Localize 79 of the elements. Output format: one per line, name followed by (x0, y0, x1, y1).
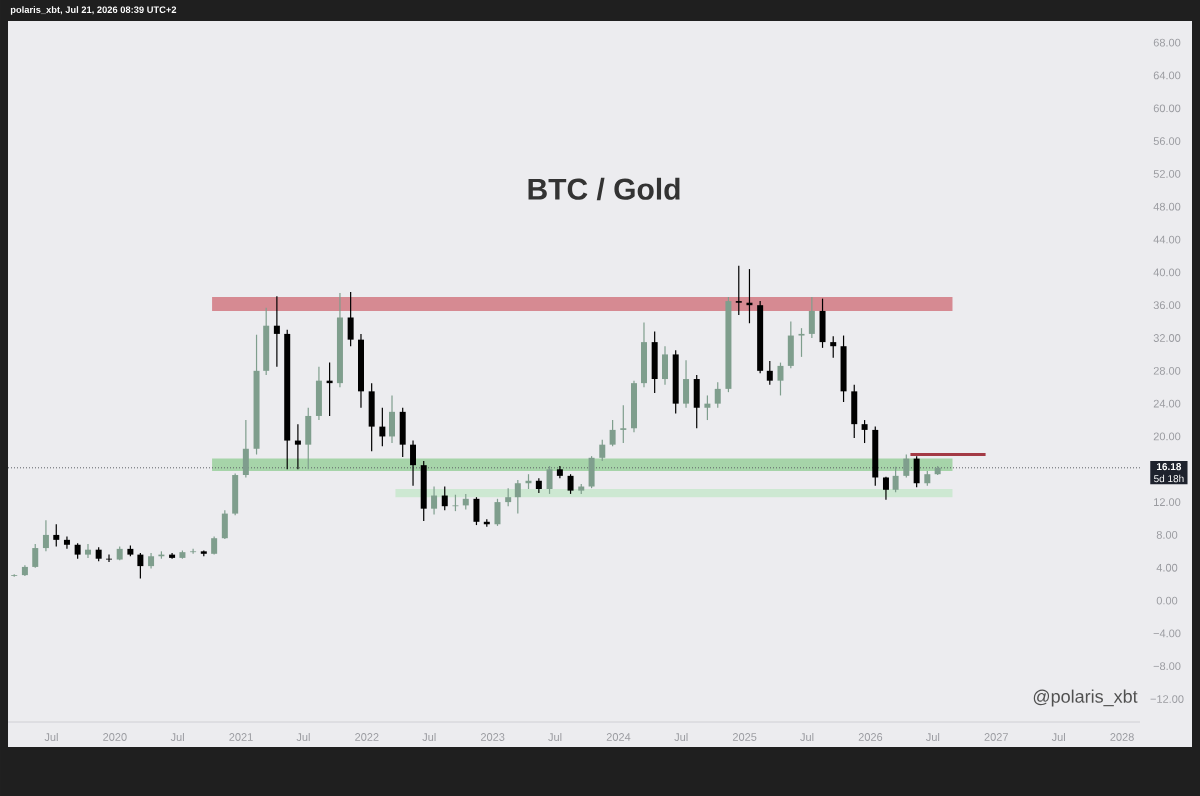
candlestick (42, 519, 49, 552)
candlestick (567, 473, 574, 495)
candlestick (609, 419, 616, 447)
candlestick (63, 535, 70, 550)
y-tick-label: 60.00 (1153, 104, 1181, 113)
candlestick (53, 523, 60, 548)
candlestick (473, 496, 480, 526)
x-tick-label: Jul (548, 732, 562, 742)
candlestick (892, 466, 899, 493)
text: 5d 18h (1154, 474, 1184, 483)
x-tick-label: 2025 (732, 733, 757, 741)
candlestick (431, 485, 438, 516)
x-tick-label: Jul (296, 732, 310, 742)
candlestick (347, 291, 354, 347)
candlestick (379, 407, 386, 447)
x-tick-label: 2020 (103, 733, 127, 741)
candlestick (505, 487, 512, 507)
candlestick (514, 479, 521, 515)
x-tick-label: Jul (674, 732, 688, 742)
candlestick (861, 419, 868, 444)
candlestick (211, 535, 218, 556)
x-tick-label: Jul (925, 732, 940, 742)
text: polaris_xbt, Jul 21, 2026 08:39 UTC+2 (10, 6, 177, 15)
candlestick (273, 295, 280, 368)
y-tick-label: 56.00 (1153, 137, 1181, 145)
y-tick-label: 24.00 (1153, 399, 1181, 408)
candlestick (777, 362, 784, 397)
x-tick-label: 2023 (480, 733, 505, 741)
candlestick (190, 548, 197, 555)
candlestick (546, 465, 553, 495)
candlestick (735, 265, 742, 316)
x-tick-label: 2028 (1110, 733, 1134, 741)
candlestick (903, 453, 910, 479)
y-tick-label: 20.00 (1153, 432, 1181, 441)
x-tick-label: Jul (422, 732, 436, 742)
x-tick-label: 2021 (229, 733, 253, 741)
y-tick-label: 12.00 (1154, 498, 1181, 506)
candlestick (830, 335, 837, 359)
candlestick (294, 423, 301, 470)
candlestick (766, 360, 773, 386)
candlestick (714, 381, 721, 409)
candlestick (106, 554, 113, 563)
y-tick-label: 64.00 (1153, 71, 1181, 80)
x-tick-label: Jul (800, 732, 814, 742)
candlestick (410, 439, 417, 487)
x-tick-label: 2024 (606, 733, 631, 741)
y-tick-label: 68.00 (1153, 38, 1181, 47)
x-tick-label: Jul (170, 732, 184, 742)
y-tick-label: −8.00 (1153, 662, 1181, 671)
y-tick-label: 32.00 (1153, 334, 1181, 342)
candlestick (137, 552, 144, 580)
y-tick-label: 4.00 (1156, 563, 1178, 572)
x-tick-label: 2027 (984, 733, 1008, 741)
candlestick (704, 394, 711, 421)
candlestick (32, 543, 39, 569)
y-tick-label: −12.00 (1150, 695, 1184, 703)
x-tick-label: 2026 (858, 733, 883, 741)
y-tick-label: 52.00 (1153, 170, 1181, 178)
y-tick-label: 48.00 (1153, 202, 1181, 211)
candlestick (84, 543, 91, 559)
y-tick-label: 36.00 (1153, 301, 1181, 310)
y-tick-label: −4.00 (1153, 629, 1181, 638)
candlestick (798, 327, 805, 358)
x-tick-label: 2022 (355, 733, 379, 741)
text: BTC / Gold (528, 177, 680, 201)
candlestick (620, 404, 627, 444)
x-tick-label: Jul (1051, 732, 1065, 742)
y-tick-label: 0.00 (1156, 596, 1178, 605)
x-tick-label: Jul (44, 732, 58, 742)
y-tick-label: 28.00 (1153, 366, 1181, 375)
y-tick-label: 40.00 (1153, 268, 1181, 277)
annotation: @polaris_xbt (1033, 689, 1138, 707)
candlestick (441, 485, 448, 511)
y-tick-label: 44.00 (1153, 235, 1181, 244)
candlestick (599, 439, 606, 462)
candlestick (808, 296, 815, 339)
candlestick (494, 498, 501, 527)
ref-line-label: 16.18 (1157, 463, 1182, 471)
y-tick-label: 8.00 (1156, 531, 1178, 539)
